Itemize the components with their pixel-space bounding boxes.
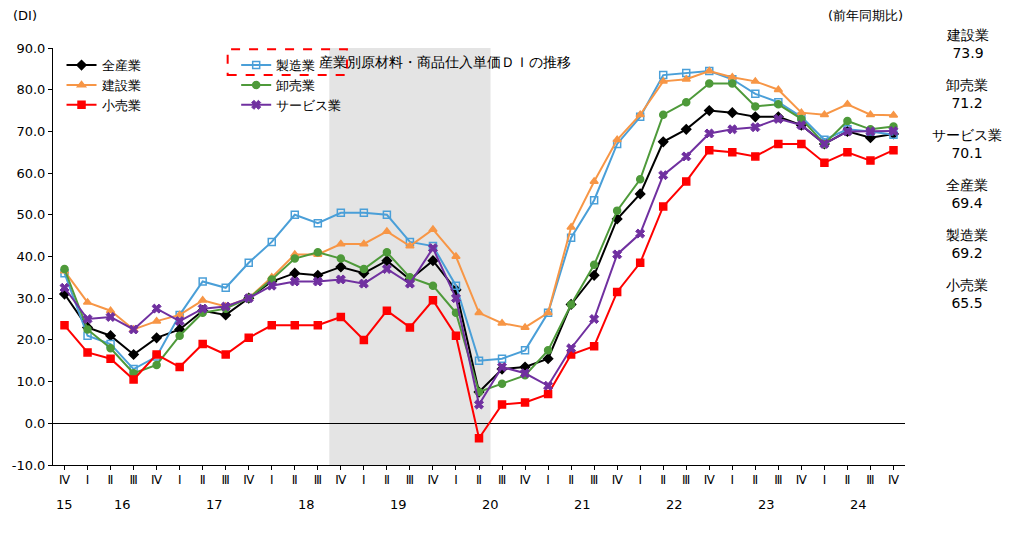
svg-text:サービス業: サービス業 — [276, 98, 341, 113]
svg-text:Ⅳ: Ⅳ — [796, 473, 807, 487]
svg-text:Ⅰ: Ⅰ — [638, 473, 642, 487]
svg-text:Ⅲ: Ⅲ — [590, 473, 598, 487]
svg-text:Ⅲ: Ⅲ — [129, 473, 137, 487]
svg-text:Ⅱ: Ⅱ — [844, 473, 850, 487]
svg-text:産業別原材料・商品仕入単価ＤＩの推移: 産業別原材料・商品仕入単価ＤＩの推移 — [319, 54, 571, 70]
svg-text:小売業: 小売業 — [102, 98, 141, 113]
svg-text:10.0: 10.0 — [16, 374, 45, 389]
svg-text:Ⅲ: Ⅲ — [682, 473, 690, 487]
svg-text:22: 22 — [666, 497, 683, 512]
svg-text:0.0: 0.0 — [25, 416, 46, 431]
svg-text:19: 19 — [390, 497, 407, 512]
svg-text:Ⅰ: Ⅰ — [546, 473, 550, 487]
svg-text:(DI): (DI) — [13, 8, 37, 23]
svg-text:Ⅱ: Ⅱ — [568, 473, 574, 487]
svg-text:16: 16 — [114, 497, 131, 512]
svg-text:Ⅱ: Ⅱ — [108, 473, 114, 487]
svg-text:21: 21 — [574, 497, 591, 512]
svg-text:卸売業: 卸売業 — [276, 78, 315, 93]
svg-text:90.0: 90.0 — [16, 41, 45, 56]
svg-text:Ⅱ: Ⅱ — [292, 473, 298, 487]
svg-text:Ⅳ: Ⅳ — [427, 473, 438, 487]
svg-text:卸売業71.2: 卸売業71.2 — [946, 77, 988, 111]
svg-text:Ⅰ: Ⅰ — [362, 473, 366, 487]
svg-text:-10.0: -10.0 — [12, 458, 46, 473]
svg-text:製造業: 製造業 — [276, 58, 315, 73]
svg-text:Ⅰ: Ⅰ — [86, 473, 90, 487]
svg-text:小売業65.5: 小売業65.5 — [946, 277, 988, 311]
svg-text:Ⅱ: Ⅱ — [660, 473, 666, 487]
svg-text:(前年同期比): (前年同期比) — [828, 8, 903, 23]
svg-text:Ⅰ: Ⅰ — [454, 473, 458, 487]
svg-text:Ⅳ: Ⅳ — [151, 473, 162, 487]
svg-text:40.0: 40.0 — [16, 249, 45, 264]
svg-text:全産業: 全産業 — [102, 58, 141, 73]
svg-text:Ⅲ: Ⅲ — [222, 473, 230, 487]
svg-text:20: 20 — [482, 497, 499, 512]
svg-text:50.0: 50.0 — [16, 207, 45, 222]
svg-text:Ⅳ: Ⅳ — [243, 473, 254, 487]
svg-text:60.0: 60.0 — [16, 166, 45, 181]
svg-text:Ⅳ: Ⅳ — [704, 473, 715, 487]
svg-text:Ⅲ: Ⅲ — [314, 473, 322, 487]
svg-text:Ⅲ: Ⅲ — [406, 473, 414, 487]
svg-text:Ⅱ: Ⅱ — [752, 473, 758, 487]
svg-text:70.0: 70.0 — [16, 124, 45, 139]
svg-text:Ⅳ: Ⅳ — [888, 473, 899, 487]
svg-text:Ⅳ: Ⅳ — [612, 473, 623, 487]
svg-text:サービス業70.1: サービス業70.1 — [932, 127, 1002, 161]
svg-text:Ⅳ: Ⅳ — [335, 473, 346, 487]
svg-text:建設業73.9: 建設業73.9 — [946, 27, 989, 61]
svg-text:Ⅱ: Ⅱ — [200, 473, 206, 487]
svg-text:15: 15 — [56, 497, 73, 512]
svg-text:20.0: 20.0 — [16, 332, 45, 347]
svg-text:全産業69.4: 全産業69.4 — [946, 177, 988, 211]
svg-text:Ⅲ: Ⅲ — [866, 473, 874, 487]
svg-text:建設業: 建設業 — [101, 78, 141, 93]
svg-text:Ⅳ: Ⅳ — [520, 473, 531, 487]
svg-text:Ⅲ: Ⅲ — [774, 473, 782, 487]
svg-text:30.0: 30.0 — [16, 291, 45, 306]
svg-text:製造業69.2: 製造業69.2 — [946, 227, 988, 261]
svg-text:Ⅱ: Ⅱ — [476, 473, 482, 487]
svg-text:18: 18 — [298, 497, 315, 512]
svg-text:Ⅰ: Ⅰ — [823, 473, 827, 487]
svg-text:Ⅱ: Ⅱ — [384, 473, 390, 487]
svg-text:80.0: 80.0 — [16, 82, 45, 97]
svg-text:Ⅳ: Ⅳ — [59, 473, 70, 487]
svg-text:24: 24 — [850, 497, 867, 512]
svg-text:Ⅰ: Ⅰ — [178, 473, 182, 487]
svg-text:17: 17 — [206, 497, 223, 512]
svg-text:Ⅲ: Ⅲ — [498, 473, 506, 487]
svg-text:Ⅰ: Ⅰ — [270, 473, 274, 487]
svg-text:Ⅰ: Ⅰ — [731, 473, 735, 487]
svg-text:23: 23 — [758, 497, 775, 512]
